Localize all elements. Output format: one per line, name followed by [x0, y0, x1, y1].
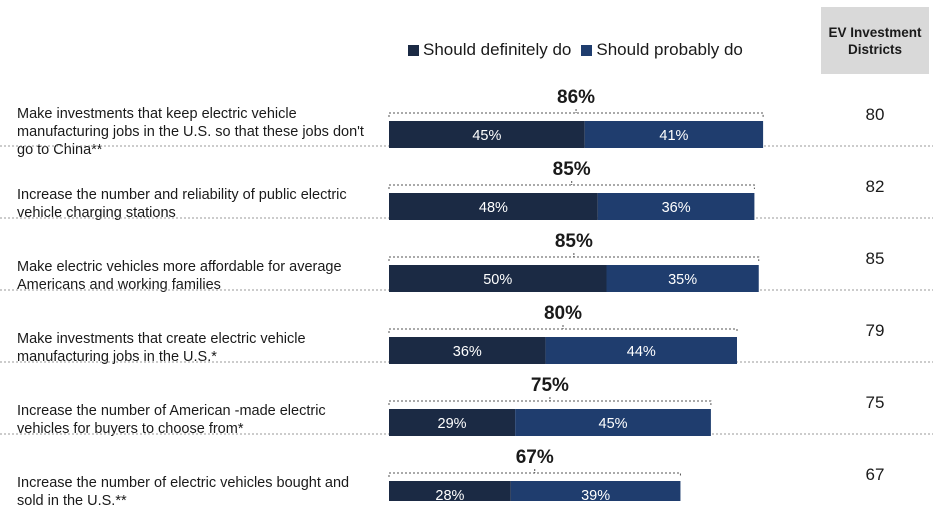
- ev-investment-districts-value: 85: [865, 249, 885, 268]
- legend: Should definitely do Should probably do: [408, 40, 753, 60]
- total-bracket: [388, 400, 712, 405]
- bar-label-probably: 44%: [627, 344, 656, 360]
- ev-investment-districts-header: EV Investment Districts: [821, 7, 929, 74]
- legend-label-definitely: Should definitely do: [423, 40, 572, 59]
- row-label: Make investments that keep electric vehi…: [17, 105, 364, 158]
- bar-definitely: [389, 337, 546, 364]
- total-label: 85%: [555, 231, 593, 252]
- total-bracket: [388, 328, 738, 333]
- bar-label-probably: 41%: [659, 128, 688, 144]
- bar-label-definitely: 36%: [453, 344, 482, 360]
- ev-investment-districts-value: 67: [865, 465, 885, 484]
- total-label: 67%: [516, 447, 554, 468]
- ev-investment-districts-value: 82: [865, 177, 885, 196]
- total-label: 86%: [557, 87, 595, 108]
- legend-label-probably: Should probably do: [596, 40, 743, 59]
- bar-probably: [515, 409, 711, 436]
- bar-label-definitely: 29%: [438, 416, 467, 432]
- bar-label-probably: 45%: [599, 416, 628, 432]
- bar-label-definitely: 28%: [435, 488, 464, 501]
- bar-label-probably: 39%: [581, 488, 610, 501]
- row-label: Increase the number and reliability of p…: [17, 186, 347, 221]
- bar-label-definitely: 45%: [472, 128, 501, 144]
- bar-probably: [510, 481, 681, 501]
- bar-label-probably: 35%: [668, 272, 697, 288]
- bar-definitely: [389, 121, 585, 148]
- row-label: Increase the number of American -made el…: [17, 402, 326, 437]
- ev-investment-districts-value: 80: [865, 105, 885, 124]
- total-bracket: [388, 256, 760, 261]
- legend-swatch-probably: [581, 44, 593, 56]
- total-bracket: [388, 472, 681, 477]
- bar-label-definitely: 50%: [483, 272, 512, 288]
- legend-item-probably: Should probably do: [581, 40, 743, 60]
- ev-investment-districts-value: 75: [865, 393, 885, 412]
- bar-probably: [606, 265, 759, 292]
- row-label: Make electric vehicles more affordable f…: [17, 258, 342, 293]
- bar-definitely: [389, 481, 511, 501]
- bar-probably: [597, 193, 755, 220]
- total-label: 75%: [531, 375, 569, 396]
- total-bracket: [388, 112, 764, 117]
- bar-probably: [545, 337, 737, 364]
- bar-definitely: [389, 265, 607, 292]
- bar-definitely: [389, 409, 516, 436]
- legend-item-definitely: Should definitely do: [408, 40, 571, 60]
- legend-swatch-definitely: [408, 44, 419, 56]
- ev-investment-districts-value: 79: [865, 321, 885, 340]
- bar-probably: [584, 121, 764, 148]
- bar-label-definitely: 48%: [479, 200, 508, 216]
- total-label: 80%: [544, 303, 582, 324]
- row-label: Make investments that create electric ve…: [17, 330, 306, 365]
- total-label: 85%: [553, 159, 591, 180]
- bar-definitely: [389, 193, 598, 220]
- bar-label-probably: 36%: [662, 200, 691, 216]
- total-bracket: [388, 184, 755, 189]
